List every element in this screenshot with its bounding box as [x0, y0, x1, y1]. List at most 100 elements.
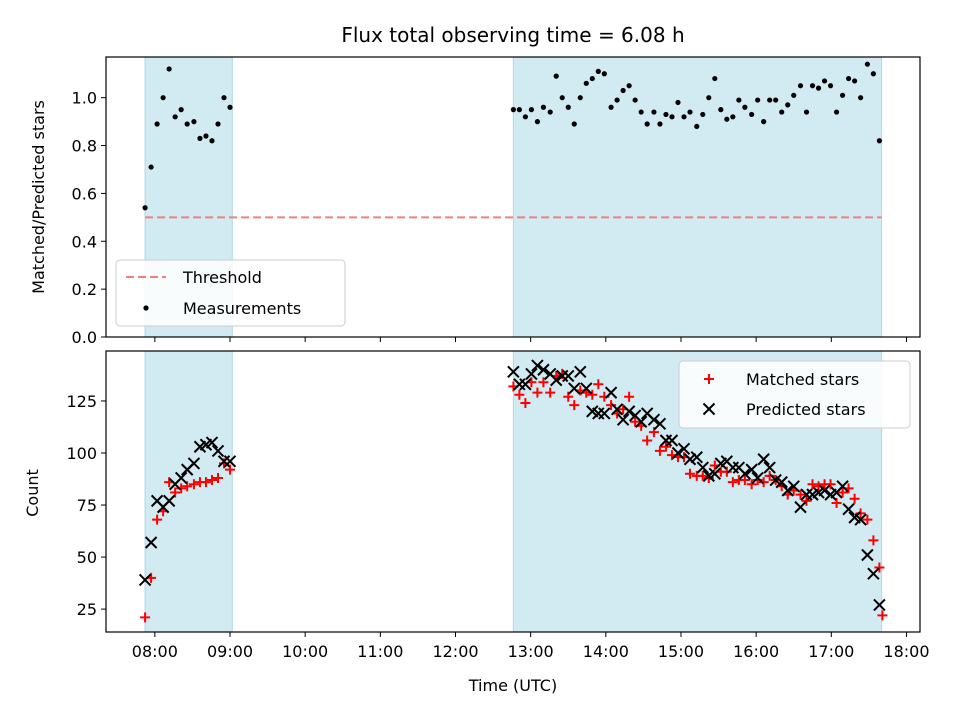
x-tick-label: 16:00: [733, 642, 779, 661]
measurement-point: [553, 73, 559, 79]
measurement-point: [203, 133, 209, 139]
predicted-star-point: [775, 475, 788, 489]
x-tick-label: 13:00: [508, 642, 554, 661]
matched-star-point: [825, 479, 836, 490]
matched-star-point: [685, 468, 696, 479]
measurement-point: [626, 83, 632, 89]
predicted-star-point: [690, 450, 703, 464]
measurement-point: [154, 121, 160, 127]
measurement-point: [178, 107, 184, 113]
predicted-star-point: [854, 513, 867, 526]
matched-star-point: [514, 389, 525, 400]
measurement-point: [215, 121, 221, 127]
matched-star-point: [532, 387, 543, 398]
predicted-star-point: [751, 471, 764, 485]
chart-plot-layer: 0.0 0.2 0.4 0.6 0.8 1.0 25 50 75 100 125 08:00 09:00…: [66, 56, 930, 661]
x-tick-label: 15:00: [658, 642, 704, 661]
measurement-point: [565, 104, 571, 110]
matched-star-point: [538, 377, 549, 388]
predicted-star-point: [647, 413, 661, 426]
matched-star-point: [727, 477, 738, 488]
predicted-star-point: [525, 367, 538, 381]
matched-star-point: [606, 400, 617, 411]
measurement-point: [821, 78, 828, 84]
measurement-point: [595, 68, 601, 74]
predicted-star-point: [174, 471, 188, 485]
matched-star-point: [746, 479, 757, 490]
top-shaded-interval: [512, 56, 883, 338]
x-axis-label: Time (UTC): [468, 676, 557, 695]
top-legend-box: [115, 259, 346, 327]
predicted-star-point: [794, 500, 807, 514]
measurement-point: [779, 109, 785, 115]
matched-star-point: [874, 562, 885, 573]
measurement-point: [209, 138, 215, 144]
predicted-star-point: [144, 536, 158, 549]
predicted-star-point: [562, 369, 575, 383]
predicted-star-point: [665, 434, 679, 447]
measurement-point: [191, 119, 197, 125]
x-tick-label: 09:00: [207, 642, 253, 661]
predicted-star-point: [604, 386, 618, 399]
measurement-point: [540, 104, 547, 110]
measurement-point: [815, 85, 822, 91]
matched-star-point: [170, 487, 181, 498]
predicted-star-point: [708, 467, 722, 481]
measurement-point: [681, 114, 687, 120]
matched-star-point: [862, 514, 873, 525]
predicted-star-point: [622, 405, 636, 418]
top-series-measurements: [142, 61, 883, 211]
predicted-star-point: [861, 548, 874, 562]
matched-star-point: [807, 479, 818, 490]
predicted-star-point: [187, 457, 201, 470]
measurement-point: [632, 97, 638, 103]
measurement-point: [833, 109, 840, 115]
measurement-point: [876, 138, 883, 144]
measurement-point: [601, 71, 607, 77]
matched-star-point: [855, 508, 866, 519]
bottom-plot-frame: [105, 350, 921, 633]
predicted-star-point: [138, 573, 152, 587]
matched-star-point: [813, 481, 824, 492]
predicted-star-point: [531, 359, 544, 372]
legend-predicted-swatch: [702, 402, 716, 416]
matched-star-point: [630, 416, 641, 427]
x-tick-label: 18:00: [883, 642, 929, 661]
measurement-point: [761, 119, 767, 125]
matched-star-point: [206, 475, 217, 486]
legend-matched-swatch: [704, 374, 714, 384]
matched-star-point: [569, 400, 580, 411]
matched-star-point: [140, 612, 151, 623]
measurement-point: [687, 109, 693, 115]
measurement-point: [718, 107, 724, 113]
measurement-point: [755, 97, 761, 103]
matched-star-point: [795, 489, 806, 500]
matched-star-point: [660, 441, 671, 452]
measurement-point: [724, 116, 730, 122]
predicted-star-point: [873, 598, 886, 612]
measurement-point: [675, 99, 681, 106]
measurement-point: [614, 97, 620, 103]
predicted-star-point: [610, 403, 624, 416]
matched-star-point: [849, 493, 860, 504]
measurement-point: [166, 66, 172, 72]
measurement-point: [742, 104, 748, 110]
predicted-star-point: [738, 467, 752, 481]
measurement-point: [221, 95, 227, 101]
measurement-point: [657, 121, 663, 127]
matched-star-point: [868, 535, 879, 546]
matched-star-point: [182, 481, 193, 492]
matched-star-point: [831, 497, 842, 508]
predicted-star-point: [653, 417, 667, 431]
measurement-point: [547, 109, 553, 115]
bottom-y-tick-label: 125: [66, 392, 97, 411]
predicted-star-point: [616, 413, 630, 426]
matched-star-point: [877, 610, 888, 621]
measurement-point: [559, 95, 565, 101]
predicted-star-point: [211, 444, 225, 458]
predicted-star-point: [580, 382, 593, 395]
predicted-star-point: [568, 382, 581, 395]
top-plot-frame: [105, 56, 921, 338]
measurement-point: [839, 92, 846, 98]
